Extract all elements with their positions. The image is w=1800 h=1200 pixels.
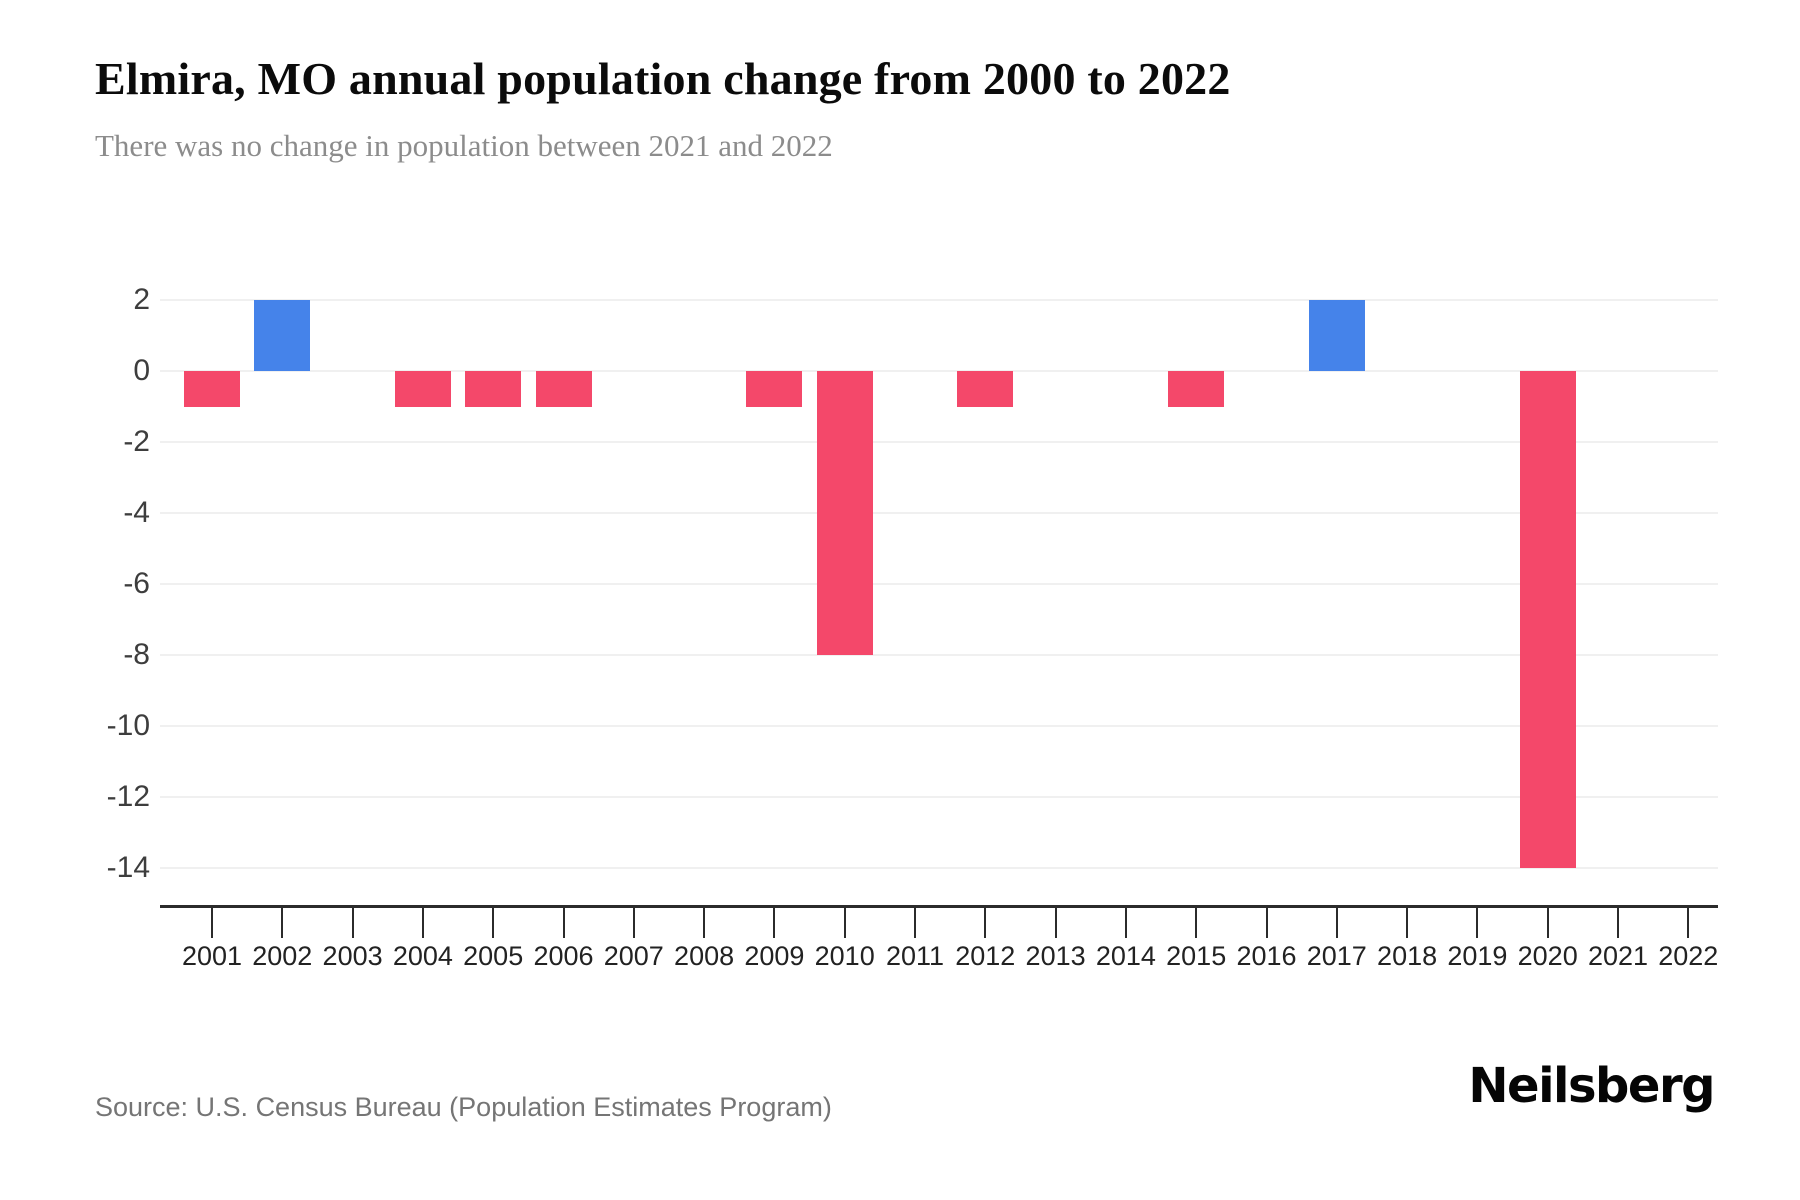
x-tick-label: 2020 (1517, 941, 1578, 971)
x-tick (1476, 908, 1479, 938)
x-tick-label: 2002 (252, 941, 313, 971)
x-axis-line (160, 905, 1718, 908)
x-tick-label: 2006 (533, 941, 594, 971)
x-tick (281, 908, 284, 938)
gridline (160, 867, 1718, 869)
y-tick-label: 2 (133, 283, 150, 316)
x-tick (843, 908, 846, 938)
bar[interactable] (1308, 300, 1365, 371)
y-tick-label: -8 (123, 638, 150, 671)
x-tick (1195, 908, 1198, 938)
x-tick (773, 908, 776, 938)
x-tick (632, 908, 635, 938)
bar[interactable] (816, 371, 873, 655)
x-tick-label: 2007 (603, 941, 664, 971)
x-tick (1335, 908, 1338, 938)
x-tick-label: 2021 (1587, 941, 1649, 971)
bar[interactable] (746, 371, 803, 407)
y-tick-label: -4 (123, 496, 150, 529)
gridline (160, 583, 1718, 585)
bar[interactable] (465, 371, 522, 407)
chart-title: Elmira, MO annual population change from… (95, 53, 1231, 104)
x-tick (1546, 908, 1549, 938)
gridline (160, 370, 1718, 372)
x-tick-label: 2011 (885, 941, 945, 971)
bar[interactable] (394, 371, 451, 407)
x-tick (1265, 908, 1268, 938)
x-tick-label: 2018 (1377, 941, 1438, 971)
x-tick (211, 908, 213, 938)
x-tick (1617, 908, 1619, 938)
x-tick-label: 2005 (463, 941, 524, 971)
x-tick-label: 2022 (1658, 941, 1719, 971)
y-tick-label: -14 (106, 851, 150, 884)
bar[interactable] (184, 371, 240, 407)
gridline (160, 299, 1718, 301)
x-tick-label: 2010 (814, 941, 875, 971)
y-tick-label: 0 (133, 354, 150, 387)
gridline (160, 441, 1718, 443)
bar[interactable] (1519, 371, 1576, 868)
x-tick (562, 908, 565, 938)
brand-logo: Neilsberg (1468, 1058, 1715, 1114)
bar[interactable] (957, 371, 1014, 407)
gridline (160, 725, 1718, 727)
x-tick-label: 2017 (1306, 941, 1367, 971)
x-tick-label: 2013 (1025, 941, 1086, 971)
x-tick (1054, 908, 1057, 938)
x-tick-label: 2016 (1236, 941, 1297, 971)
source-note: Source: U.S. Census Bureau (Population E… (95, 1092, 832, 1122)
x-tick-label: 2004 (392, 941, 453, 971)
x-tick (1406, 908, 1409, 938)
x-tick (1687, 908, 1690, 938)
x-tick-label: 2015 (1166, 941, 1227, 971)
x-tick (984, 908, 987, 938)
x-tick-label: 2001 (181, 941, 243, 971)
x-tick (703, 908, 706, 938)
bar[interactable] (535, 371, 592, 407)
x-tick-label: 2019 (1447, 941, 1508, 971)
y-tick-label: -2 (123, 425, 150, 458)
y-tick-label: -6 (123, 567, 150, 600)
x-tick-label: 2009 (744, 941, 805, 971)
x-tick (421, 908, 424, 938)
x-tick-label: 2003 (322, 941, 383, 971)
x-tick (492, 908, 495, 938)
x-tick-label: 2014 (1095, 941, 1156, 971)
x-tick (914, 908, 916, 938)
x-tick-label: 2012 (955, 941, 1016, 971)
gridline (160, 654, 1718, 656)
y-tick-label: -10 (106, 709, 150, 742)
x-tick (1124, 908, 1127, 938)
bar[interactable] (254, 300, 311, 371)
y-tick-label: -12 (106, 780, 150, 813)
gridline (160, 512, 1718, 514)
gridline (160, 796, 1718, 798)
chart-subtitle: There was no change in population betwee… (95, 128, 833, 163)
x-tick (351, 908, 354, 938)
x-tick-label: 2008 (674, 941, 735, 971)
bar[interactable] (1168, 371, 1225, 407)
